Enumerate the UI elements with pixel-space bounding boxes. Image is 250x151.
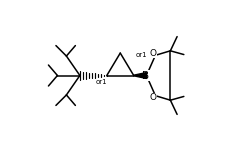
Polygon shape	[133, 72, 146, 79]
Text: B: B	[142, 71, 149, 80]
Text: O: O	[149, 49, 156, 58]
Text: or1: or1	[135, 52, 146, 58]
Text: or1: or1	[96, 79, 107, 85]
Text: O: O	[149, 93, 156, 102]
